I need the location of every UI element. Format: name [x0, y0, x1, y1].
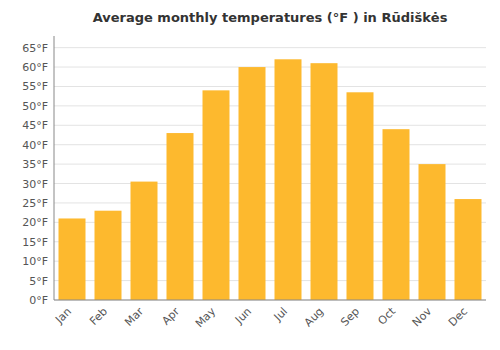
bar — [383, 129, 410, 300]
bars — [59, 59, 482, 300]
grid-line — [54, 300, 486, 301]
grid-line — [54, 47, 486, 48]
y-tick-label: 0°F — [29, 294, 48, 307]
x-tick-label: Apr — [159, 305, 182, 328]
y-tick-label: 20°F — [22, 216, 48, 229]
y-tick-label: 15°F — [22, 236, 48, 249]
bar — [275, 59, 302, 300]
chart-container: Average monthly temperatures (°F ) in Rū… — [0, 0, 500, 350]
y-tick-label: 65°F — [22, 42, 48, 55]
x-tick-label: Jun — [232, 305, 254, 327]
bar — [203, 90, 230, 300]
x-tick-label: Dec — [446, 305, 470, 329]
bar — [167, 133, 194, 300]
bar — [131, 182, 158, 300]
x-tick-label: Nov — [410, 305, 435, 330]
y-tick-label: 55°F — [22, 80, 48, 93]
y-axis-line — [54, 36, 55, 300]
x-tick-label: Mar — [122, 305, 146, 329]
bar — [95, 211, 122, 300]
y-tick-label: 60°F — [22, 61, 48, 74]
bar — [59, 218, 86, 300]
y-tick-label: 25°F — [22, 197, 48, 210]
y-tick-label: 30°F — [22, 178, 48, 191]
bar — [419, 164, 446, 300]
x-tick-label: May — [193, 305, 219, 331]
page: Chart html, body { margin: 0; padding: 0… — [0, 0, 500, 350]
bar — [311, 63, 338, 300]
y-tick-label: 50°F — [22, 100, 48, 113]
grid-line — [54, 105, 486, 106]
chart-svg: Average monthly temperatures (°F ) in Rū… — [0, 0, 500, 350]
y-tick-label: 35°F — [22, 158, 48, 171]
y-grid — [54, 48, 486, 300]
y-tick-label: 40°F — [22, 139, 48, 152]
bar — [239, 67, 266, 300]
x-tick-label: Jul — [271, 305, 290, 324]
bar — [347, 92, 374, 300]
grid-line — [54, 86, 486, 87]
y-tick-label: 5°F — [29, 275, 48, 288]
x-tick-label: Feb — [87, 305, 110, 328]
grid-line — [54, 67, 486, 68]
page-body: {"chart_data": {"type": "bar", "title": … — [0, 0, 500, 350]
x-tick-label: Aug — [302, 305, 326, 329]
x-tick-label: Sep — [338, 305, 362, 329]
bar — [455, 199, 482, 300]
y-tick-label: 45°F — [22, 119, 48, 132]
x-tick-label: Oct — [375, 304, 398, 327]
grid-line — [54, 144, 486, 145]
chart-title: Average monthly temperatures (°F ) in Rū… — [93, 10, 448, 25]
grid-line — [54, 125, 486, 126]
x-tick-label: Jan — [52, 305, 74, 327]
x-axis-line — [54, 300, 486, 301]
y-tick-label: 10°F — [22, 255, 48, 268]
